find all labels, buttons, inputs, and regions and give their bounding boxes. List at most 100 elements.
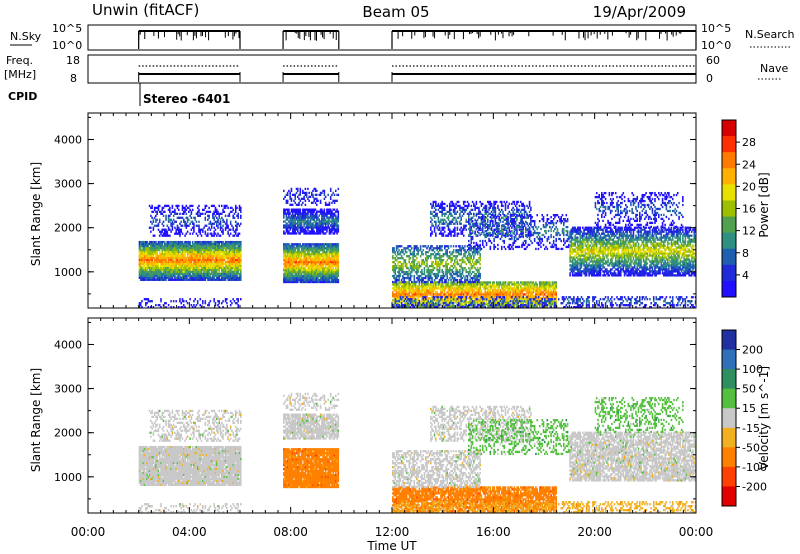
power-cell — [326, 208, 328, 211]
power-cell — [285, 228, 288, 231]
power-cell — [231, 254, 233, 258]
power-cell — [508, 293, 511, 296]
power-cell — [148, 272, 151, 275]
power-cell — [204, 258, 207, 262]
power-cell — [294, 268, 297, 272]
power-cell — [329, 245, 332, 248]
power-cell — [217, 224, 219, 227]
power-cell — [404, 293, 407, 296]
power-cell — [298, 197, 300, 200]
power-cell — [189, 268, 191, 272]
power-cell — [323, 243, 326, 246]
power-cell — [221, 278, 223, 281]
power-cell — [329, 220, 332, 223]
power-cell — [297, 268, 299, 272]
power-cell — [321, 263, 323, 266]
power-cell — [237, 276, 240, 279]
power-cell — [321, 216, 323, 219]
power-cell — [166, 254, 169, 258]
power-cell — [198, 276, 200, 279]
power-cell — [489, 281, 492, 284]
power-cell — [158, 258, 161, 262]
power-cell — [223, 204, 226, 208]
power-cell — [307, 261, 309, 264]
power-cell — [184, 264, 186, 268]
power-cell — [150, 264, 152, 268]
power-cell — [318, 193, 321, 197]
power-cell — [485, 301, 488, 304]
power-cell — [465, 291, 468, 294]
power-cell — [293, 232, 295, 235]
power-cell — [177, 228, 180, 231]
power-cell — [185, 222, 188, 225]
power-cell — [236, 258, 238, 262]
power-cell — [525, 297, 527, 300]
power-cell — [538, 291, 541, 294]
power-cell — [196, 206, 199, 210]
power-cell — [145, 258, 147, 262]
power-cell — [139, 270, 142, 274]
power-cell — [526, 285, 528, 288]
power-cell — [174, 244, 176, 248]
power-cell — [309, 245, 312, 248]
power-cell — [157, 256, 160, 260]
power-cell — [394, 285, 397, 288]
power-cell — [309, 255, 312, 258]
power-cell — [295, 218, 298, 221]
power-cell — [474, 287, 476, 290]
power-cell — [313, 245, 316, 248]
power-cell — [449, 287, 451, 290]
power-cell — [175, 204, 177, 208]
power-cell — [326, 276, 328, 280]
power-cell — [436, 291, 438, 294]
power-cell — [224, 274, 227, 277]
power-cell — [185, 216, 188, 219]
power-cell — [142, 264, 145, 268]
power-cell — [286, 216, 289, 219]
power-cell — [185, 278, 188, 281]
power-cell — [169, 210, 171, 214]
power-cell — [318, 230, 321, 233]
power-cell — [455, 293, 457, 296]
power-cell — [233, 242, 236, 246]
power-cell — [435, 295, 437, 298]
power-cell — [479, 287, 481, 290]
power-cell — [138, 276, 141, 279]
power-cell — [502, 283, 504, 286]
power-cell — [304, 203, 307, 206]
power-cell — [177, 306, 180, 309]
power-cell — [170, 306, 172, 309]
power-cell — [540, 303, 542, 306]
power-cell — [290, 249, 293, 252]
power-cell — [316, 272, 318, 276]
power-cell — [502, 305, 504, 308]
power-cell — [303, 224, 305, 227]
power-cell — [164, 270, 166, 274]
power-cell — [290, 245, 293, 248]
power-cell — [328, 259, 331, 262]
power-cell — [148, 260, 151, 264]
power-cell — [536, 297, 538, 300]
power-cell — [171, 226, 174, 229]
power-cell — [322, 274, 324, 278]
power-cell — [503, 283, 506, 286]
power-cell — [329, 243, 332, 246]
power-cell — [454, 283, 456, 286]
power-cell — [319, 276, 322, 280]
power-cell — [430, 283, 432, 286]
power-cell — [288, 230, 290, 233]
power-cell — [229, 232, 232, 235]
power-cell — [310, 249, 313, 252]
power-cell — [289, 270, 291, 274]
power-cell — [517, 289, 519, 292]
power-cell — [212, 212, 214, 215]
power-cell — [412, 299, 414, 302]
power-cell — [312, 268, 314, 272]
power-cell — [209, 244, 212, 248]
power-cell — [152, 266, 155, 270]
power-cell — [165, 216, 167, 219]
power-cell — [214, 262, 217, 266]
power-cell — [145, 276, 147, 279]
power-cell — [412, 281, 414, 284]
power-cell — [533, 295, 536, 298]
